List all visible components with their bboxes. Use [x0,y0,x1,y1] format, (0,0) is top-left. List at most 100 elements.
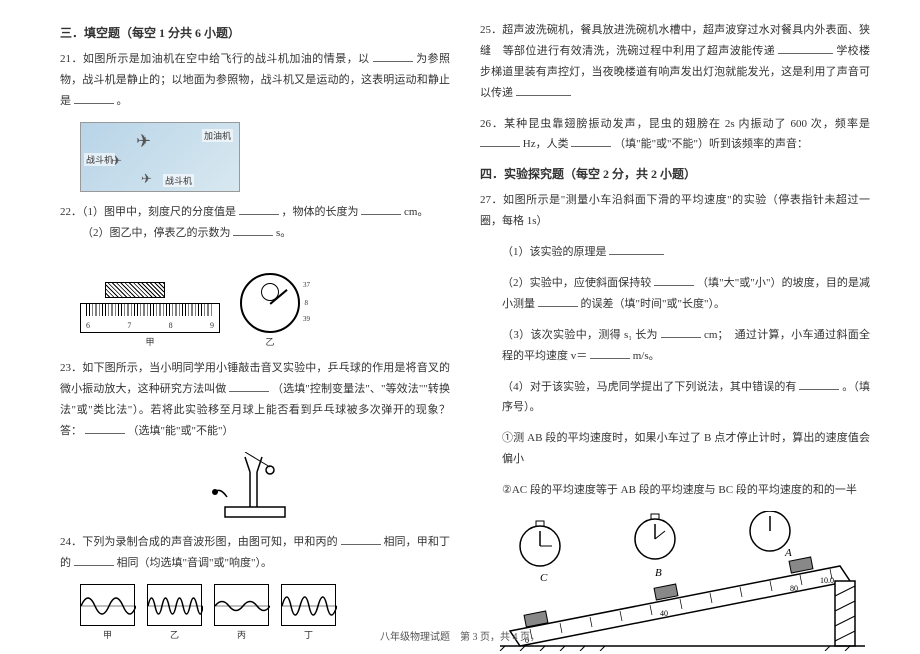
q21-text-a: 21．如图所示是加油机在空中给飞行的战斗机加油的情景，以 [60,53,370,65]
tanker-icon: ✈ [136,131,151,152]
car-a [789,557,813,573]
q27-2: （2）实验中，应使斜面保持较 （填"大"或"小"）的坡度，目的是减小测量 的误差… [502,273,870,315]
blank [654,274,694,286]
ruler-ticks [86,304,214,316]
ruler-num: 8 [169,321,173,330]
q27-l1-a: （1）该实验的原理是 [502,246,607,258]
q27-intro: 27．如图所示是"测量小车沿斜面下滑的平均速度"的实验（停表指针未超过一圈，每格… [480,190,870,232]
q22-l1-a: 22．（1）图甲中，刻度尺的分度值是 [60,206,236,218]
sw-tick: 37 [303,281,310,289]
q24-a: 24．下列为录制合成的声音波形图，由图可知，甲和丙的 [60,536,338,548]
q23-c: （选填"能"或"不能"） [128,425,234,437]
section-experiment: 四．实验探究题（每空 2 分，共 2 小题） [480,165,870,182]
plane-image: 加油机 战斗机 战斗机 ✈ ✈ ✈ [80,122,240,192]
mark-80: 80 [790,584,798,593]
ruler-num: 7 [127,321,131,330]
ruler-num: 6 [86,321,90,330]
blank [85,422,125,434]
stopwatch-figure: 37 8 39 [235,253,305,333]
label-b: B [655,567,662,579]
label-c: C [540,572,548,584]
wave-icon [148,585,203,627]
q22-l1-c: cm。 [404,206,428,218]
q27-1: （1）该实验的原理是 [502,242,870,263]
q27-l3-a: （3）该次实验中，测得 s₁ 长为 [502,329,658,341]
label-a: A [784,547,792,559]
blank [590,347,630,359]
q23: 23．如下图所示，当小明同学用小锤敲击音叉实验中，乒乓球的作用是将音叉的微小振动… [60,358,450,442]
wave-icon [215,585,270,627]
wave-box [147,584,202,626]
label-fighter2: 战斗机 [163,174,194,187]
wave-box [214,584,269,626]
blank [239,203,279,215]
stopwatch-outer: 37 8 39 [240,273,300,333]
q22: 22．（1）图甲中，刻度尺的分度值是 ，物体的长度为 cm。 （2）图乙中，停表… [60,202,450,244]
blank [661,326,701,338]
q26-a: 26．某种昆虫靠翅膀振动发声，昆虫的翅膀在 2s 内振动了 600 次，频率是 [480,118,870,130]
clock-a [750,511,790,551]
q25: 25．超声波洗碗机，餐具放进洗碗机水槽中，超声波穿过水对餐具内外表面、狭缝 等部… [480,20,870,104]
q23-figure [195,452,315,522]
q22-l1-b: ，物体的长度为 [282,206,359,218]
blank [233,224,273,236]
stopwatch-label: 乙 [235,335,305,348]
mark-40: 40 [660,609,668,618]
car-b [654,584,678,600]
blank [516,84,571,96]
q27-3: （3）该次实验中，测得 s₁ 长为 cm； 通过计算，小车通过斜面全程的平均速度… [502,325,870,367]
section-fill: 三．填空题（每空 1 分共 6 小题） [60,24,450,41]
sw-tick: 8 [305,299,309,307]
fighter-icon: ✈ [141,171,152,187]
q27-s1: ①测 AB 段的平均速度时，如果小车过了 B 点才停止计时，算出的速度值会偏小 [502,428,870,470]
sw-tick: 39 [303,315,310,323]
q27-s2: ②AC 段的平均速度等于 AB 段的平均速度与 BC 段的平均速度的和的一半 [502,480,870,501]
clock-b [635,514,675,559]
left-column: 三．填空题（每空 1 分共 6 小题） 21．如图所示是加油机在空中给飞行的战斗… [60,20,450,651]
blank [799,378,839,390]
blank [571,135,611,147]
blank [538,295,578,307]
q22-l2-b: s。 [276,227,291,239]
wave-icon [81,585,136,627]
ruler-figure: 6 7 8 9 [80,283,220,333]
blank [373,50,413,62]
q21: 21．如图所示是加油机在空中给飞行的战斗机加油的情景，以 为参照物，战斗机是静止… [60,49,450,112]
fighter-icon: ✈ [111,153,122,169]
page-footer: 八年级物理试题 第 3 页，共 4 页， [0,628,920,643]
q27-4: （4）对于该实验，马虎同学提出了下列说法，其中错误的有 。（填序号）。 [502,377,870,419]
blank [361,203,401,215]
wave-box [80,584,135,626]
q26-b: Hz，人类 [523,138,569,150]
ruler-numbers: 6 7 8 9 [86,321,214,330]
q27-l2-a: （2）实验中，应使斜面保持较 [502,277,651,289]
q26: 26．某种昆虫靠翅膀振动发声，昆虫的翅膀在 2s 内振动了 600 次，频率是 … [480,114,870,156]
blank [74,92,114,104]
ruler-body: 6 7 8 9 [80,303,220,333]
blank [341,533,381,545]
tuning-fork-icon [195,452,315,522]
label-tanker: 加油机 [202,129,233,142]
q27-l4-a: （4）对于该实验，马虎同学提出了下列说法，其中错误的有 [502,381,797,393]
q27-l3-c: m/s。 [633,350,660,362]
q27-l2-c: 的误差（填"时间"或"长度"）。 [581,298,725,310]
q22-l2-a: （2）图乙中，停表乙的示数为 [82,227,231,239]
mark-10: 10.0 [820,576,834,585]
stopwatch-wrap: 37 8 39 乙 [235,253,305,348]
blank [778,42,833,54]
ruler-num: 9 [210,321,214,330]
right-column: 25．超声波洗碗机，餐具放进洗碗机水槽中，超声波穿过水对餐具内外表面、狭缝 等部… [480,20,870,651]
ruler-wrap: 6 7 8 9 甲 [80,283,220,348]
ruler-label: 甲 [80,335,220,348]
q24-c: 相同（均选填"音调"或"响度"）。 [117,557,272,569]
wave-box [281,584,336,626]
q24: 24．下列为录制合成的声音波形图，由图可知，甲和丙的 相同，甲和丁的 相同（均选… [60,532,450,574]
q26-c: （填"能"或"不能"）听到该频率的声音： [614,138,808,150]
q21-figure: 加油机 战斗机 战斗机 ✈ ✈ ✈ [80,122,450,192]
blank [480,135,520,147]
page-container: 三．填空题（每空 1 分共 6 小题） 21．如图所示是加油机在空中给飞行的战斗… [60,20,870,651]
q22-figure: 6 7 8 9 甲 37 8 39 [80,253,450,348]
clock-c [520,521,560,566]
blank [229,380,269,392]
q21-text-c: 。 [117,95,128,107]
